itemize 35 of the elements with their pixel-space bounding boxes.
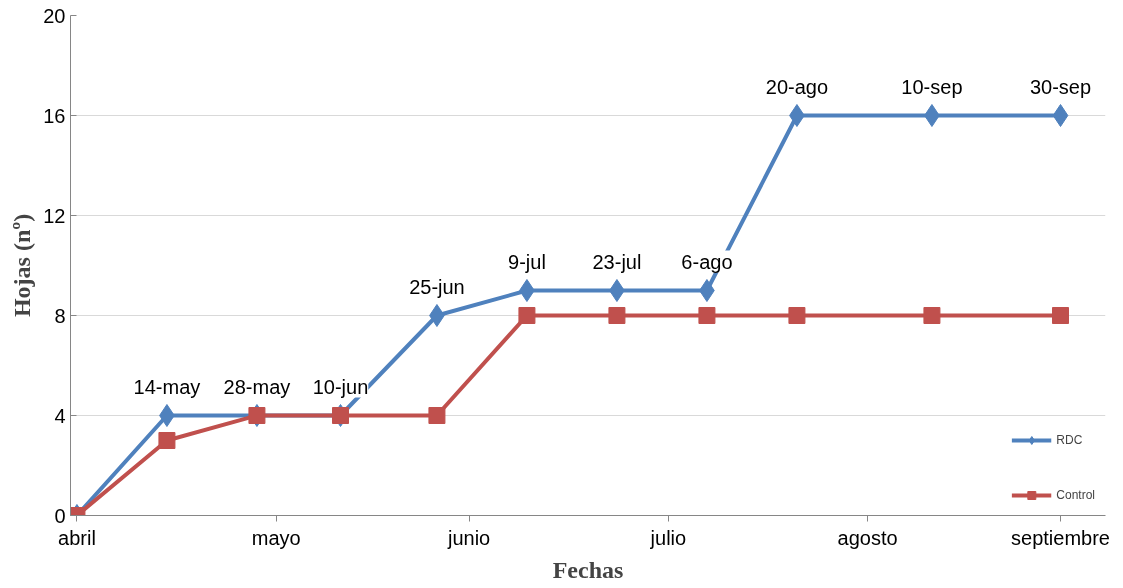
- point: [1052, 104, 1069, 127]
- x-tick-label: julio: [649, 526, 687, 549]
- y-tick-label: 12: [43, 204, 66, 227]
- annotation: 28-may: [223, 375, 291, 398]
- point: [923, 307, 941, 324]
- y-tick-label: 0: [54, 504, 66, 527]
- legend-label: Control: [1056, 488, 1095, 502]
- annotation: 6-ago: [681, 250, 733, 273]
- y-tick-label: 20: [43, 4, 66, 27]
- annotation: 14-may: [133, 375, 201, 398]
- y-tick-label: 4: [54, 404, 66, 427]
- x-tick-label: abril: [58, 526, 96, 549]
- annotation: 20-ago: [765, 75, 829, 98]
- x-axis-title: Fechas: [552, 556, 624, 583]
- annotation: 10-jun: [312, 375, 369, 398]
- annotation: 9-jul: [508, 250, 546, 273]
- point: [428, 407, 446, 424]
- x-tick-label: junio: [446, 526, 491, 549]
- annotation: 10-sep: [901, 75, 963, 98]
- y-tick-label: 16: [43, 104, 66, 127]
- point: [698, 307, 716, 324]
- annotation: 25-jun: [409, 275, 465, 298]
- annotation: 23-jul: [592, 250, 642, 273]
- legend-label: RDC: [1056, 433, 1083, 447]
- x-tick-label: septiembre: [1011, 526, 1110, 549]
- annotation: 30-sep: [1029, 75, 1092, 98]
- x-tick-label: agosto: [837, 526, 898, 549]
- point: [788, 307, 806, 324]
- point: [608, 307, 626, 324]
- y-tick-label: 8: [54, 304, 66, 327]
- y-axis-title: Hojas (nº): [9, 213, 36, 318]
- point: [518, 307, 536, 324]
- point: [158, 432, 176, 449]
- point: [1052, 307, 1069, 324]
- x-tick-label: mayo: [251, 526, 301, 549]
